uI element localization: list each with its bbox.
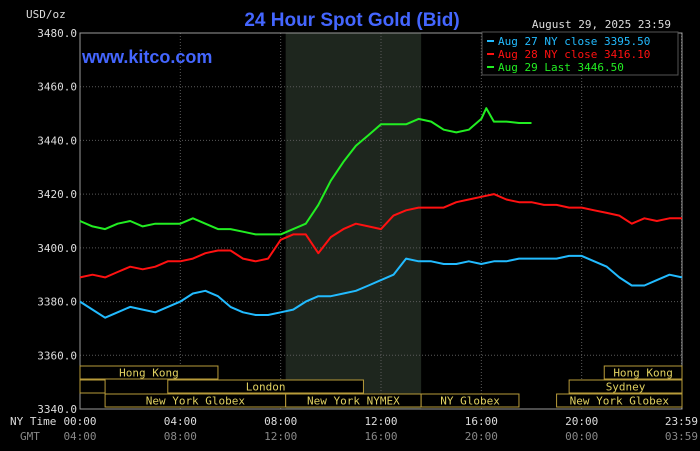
y-tick-labels: 3340.0 3360.0 3380.0 3400.0 3420.0 3440.0 3460…	[37, 27, 77, 416]
legend-entry: Aug 27 NY close 3395.50	[498, 35, 650, 48]
y-tick-label: 3460.0	[37, 81, 77, 94]
y-tick-label: 3380.0	[37, 296, 77, 309]
y-tick-label: 3420.0	[37, 188, 77, 201]
date-label: August 29, 2025 23:59	[532, 18, 671, 31]
session-box	[556, 393, 683, 408]
x-tick-labels: 00:00 04:00 04:00 08:00 08:00 12:00 12:00 16:00…	[63, 415, 698, 443]
series-line-2	[79, 193, 682, 279]
series-line-1	[79, 254, 683, 319]
session-label: Hong Kong	[119, 367, 179, 380]
nymex-session-highlight	[285, 33, 422, 409]
price-series	[79, 107, 683, 319]
session-label: New York Globex	[146, 395, 246, 408]
session-box	[420, 393, 520, 408]
gmt-tick-label: 04:00	[63, 430, 96, 443]
session-box	[167, 379, 364, 394]
x-tick-label: 00:00	[63, 415, 96, 428]
session-box	[603, 365, 683, 380]
gmt-tick-label: 20:00	[465, 430, 498, 443]
x-tick-label: 08:00	[264, 415, 297, 428]
session-label: London	[246, 381, 286, 394]
x-tick-label: 23:59	[665, 415, 698, 428]
session-label: NY Globex	[440, 395, 500, 408]
session-label: New York NYMEX	[307, 395, 400, 408]
watermark: www.kitco.com	[81, 47, 212, 67]
chart-title: 24 Hour Spot Gold (Bid)	[244, 10, 459, 31]
x-tick-label: 20:00	[565, 415, 598, 428]
gmt-tick-label: 03:59	[665, 430, 698, 443]
legend-entry: Aug 28 NY close 3416.10	[498, 48, 650, 61]
y-tick-label: 3400.0	[37, 242, 77, 255]
series-line-3	[79, 107, 532, 236]
x-tick-label: 16:00	[465, 415, 498, 428]
y-tick-label: 3360.0	[37, 349, 77, 362]
legend-box	[481, 31, 679, 76]
session-label: New York Globex	[570, 395, 670, 408]
session-box	[79, 365, 219, 380]
y-tick-label: 3440.0	[37, 134, 77, 147]
session-box	[79, 379, 106, 394]
y-tick-label: 3340.0	[37, 403, 77, 416]
y-tick-label: 3480.0	[37, 27, 77, 40]
gmt-tick-label: 00:00	[565, 430, 598, 443]
gmt-label: GMT	[20, 430, 40, 443]
legend-entry: Aug 29 Last 3446.50	[498, 61, 624, 74]
session-label: Sydney	[606, 381, 646, 394]
x-tick-label: 04:00	[164, 415, 197, 428]
gmt-tick-label: 08:00	[164, 430, 197, 443]
session-label: Hong Kong	[613, 367, 673, 380]
gmt-tick-label: 16:00	[364, 430, 397, 443]
gmt-tick-label: 12:00	[264, 430, 297, 443]
session-box	[568, 379, 683, 394]
y-axis-unit-label: USD/oz	[26, 8, 66, 21]
ny-time-label: NY Time	[10, 415, 56, 428]
x-tick-label: 12:00	[364, 415, 397, 428]
